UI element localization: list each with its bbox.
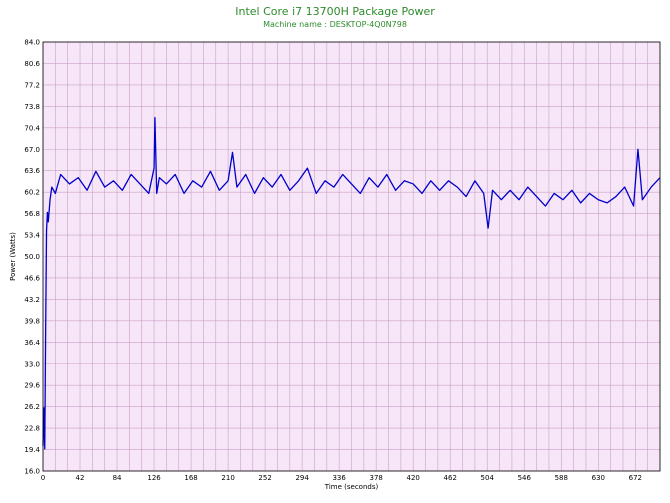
x-tick-label: 294 (295, 474, 309, 482)
x-tick-label: 42 (76, 474, 85, 482)
plot-border (42, 41, 661, 472)
chart-subtitle: Machine name : DESKTOP-4Q0N798 (263, 20, 407, 29)
y-tick-label: 77.2 (24, 81, 40, 89)
x-tick-label: 168 (184, 474, 197, 482)
y-tick-label: 50.0 (24, 253, 40, 261)
y-tick-label: 26.2 (24, 403, 40, 411)
power-series-line (42, 117, 661, 450)
x-tick-label: 588 (555, 474, 568, 482)
y-tick-label: 39.8 (24, 317, 40, 325)
y-tick-label: 33.0 (24, 360, 40, 368)
x-axis-ticks: 0 42 84 126 168 210 252 294 336 378 420 462 504 546 58… (41, 474, 642, 482)
x-tick-label: 210 (221, 474, 234, 482)
y-tick-label: 80.6 (24, 60, 40, 68)
y-axis-ticks: 16.0 19.4 22.8 26.2 29.6 33.0 36.4 39.8 43.2 46.6… (24, 39, 40, 476)
x-tick-label: 0 (41, 474, 45, 482)
grid-lines (42, 41, 661, 472)
y-tick-label: 67.0 (24, 146, 40, 154)
x-axis-label: Time (seconds) (324, 483, 379, 491)
x-tick-label: 462 (444, 474, 457, 482)
chart-title: Intel Core i7 13700H Package Power (235, 5, 435, 18)
y-axis-label: Power (Watts) (9, 232, 17, 281)
y-tick-label: 19.4 (24, 446, 40, 454)
x-tick-label: 546 (518, 474, 532, 482)
x-tick-label: 630 (592, 474, 605, 482)
y-tick-label: 73.8 (24, 103, 40, 111)
y-tick-label: 16.0 (24, 468, 40, 476)
x-tick-label: 378 (369, 474, 382, 482)
y-tick-label: 63.6 (24, 167, 40, 175)
x-tick-label: 504 (481, 474, 495, 482)
y-tick-label: 70.4 (24, 124, 40, 132)
x-tick-label: 84 (113, 474, 122, 482)
x-tick-label: 126 (147, 474, 161, 482)
x-tick-label: 336 (332, 474, 346, 482)
y-tick-label: 53.4 (24, 232, 40, 240)
x-tick-label: 420 (407, 474, 420, 482)
y-tick-label: 43.2 (24, 296, 40, 304)
x-tick-label: 252 (258, 474, 271, 482)
y-tick-label: 56.8 (24, 210, 40, 218)
y-tick-label: 29.6 (24, 382, 40, 390)
y-tick-label: 84.0 (24, 39, 40, 47)
y-tick-label: 46.6 (24, 274, 40, 282)
x-tick-label: 672 (629, 474, 642, 482)
y-tick-label: 60.2 (24, 189, 40, 197)
y-tick-label: 36.4 (24, 339, 40, 347)
y-tick-label: 22.8 (24, 425, 40, 433)
